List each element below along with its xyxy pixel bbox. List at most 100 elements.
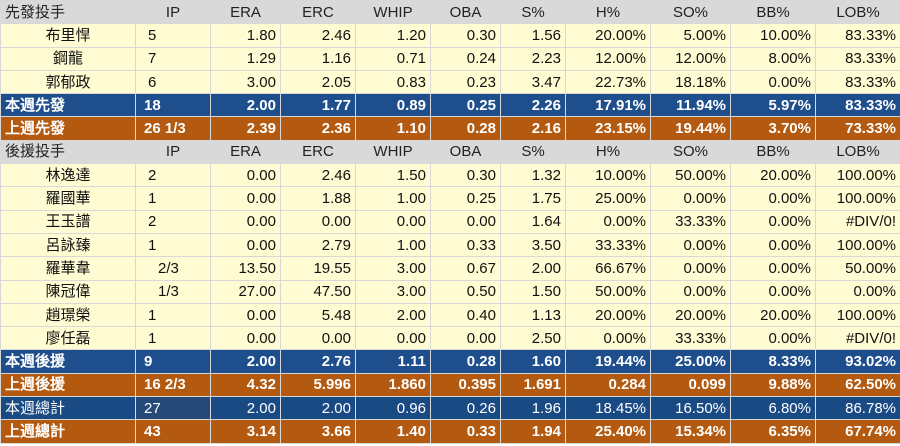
stat-h-pct: 10.00% [565, 163, 651, 188]
summary-row-last-week-starters: 上週先發 26 1/3 2.39 2.36 1.10 0.28 2.16 23.15% 19.4… [0, 116, 900, 141]
stat-s-pct: 2.00 [500, 256, 566, 281]
stat-ip: 5 [135, 23, 211, 48]
stat-era: 0.00 [210, 209, 281, 234]
summary-row-this-week-relievers: 本週後援 9 2.00 2.76 1.11 0.28 1.60 19.44% 25.00% 8.3… [0, 349, 900, 374]
stat-whip: 1.10 [355, 116, 431, 141]
column-header-lob-pct: LOB% [815, 139, 900, 165]
stat-so-pct: 0.00% [650, 256, 731, 281]
stat-lob-pct: 0.00% [815, 279, 900, 304]
pitcher-name: 趙璟榮 [0, 302, 136, 328]
stat-era: 3.14 [210, 419, 281, 444]
stat-erc: 2.46 [280, 163, 356, 188]
column-header-ip: IP [135, 0, 211, 25]
stat-lob-pct: 86.78% [815, 396, 900, 421]
stat-oba: 0.395 [430, 372, 501, 398]
stat-bb-pct: 0.00% [730, 326, 816, 351]
stat-s-pct: 1.60 [500, 349, 566, 374]
column-header-s-pct: S% [500, 139, 566, 165]
pitcher-name: 上週總計 [0, 419, 136, 444]
stat-h-pct: 12.00% [565, 46, 651, 71]
stat-oba: 0.00 [430, 209, 501, 234]
stat-h-pct: 0.00% [565, 209, 651, 234]
section-header-label: 先發投手 [0, 0, 136, 25]
stat-erc: 5.996 [280, 372, 356, 398]
table-header-row: 先發投手 IP ERA ERC WHIP OBA S% H% SO% BB% LOB% [0, 0, 900, 25]
table-row: 趙璟榮 1 0.00 5.48 2.00 0.40 1.13 20.00% 20.00% 20.0… [0, 302, 900, 328]
stat-erc: 2.46 [280, 23, 356, 48]
stat-h-pct: 19.44% [565, 349, 651, 374]
stat-h-pct: 0.00% [565, 326, 651, 351]
stat-lob-pct: 100.00% [815, 163, 900, 188]
stat-whip: 0.96 [355, 396, 431, 421]
table-row: 陳冠偉 1/3 27.00 47.50 3.00 0.50 1.50 50.00% 0.00% 0… [0, 279, 900, 304]
stat-bb-pct: 0.00% [730, 256, 816, 281]
stat-era: 4.32 [210, 372, 281, 398]
stat-s-pct: 1.691 [500, 372, 566, 398]
stat-ip: 2 [135, 209, 211, 234]
stat-lob-pct: 50.00% [815, 256, 900, 281]
table-row: 林逸達 2 0.00 2.46 1.50 0.30 1.32 10.00% 50.00% 20.0… [0, 163, 900, 188]
stat-era: 2.39 [210, 116, 281, 141]
stat-erc: 1.16 [280, 46, 356, 71]
stat-bb-pct: 10.00% [730, 23, 816, 48]
stat-h-pct: 33.33% [565, 232, 651, 258]
stat-oba: 0.24 [430, 46, 501, 71]
stat-era: 0.00 [210, 186, 281, 211]
stat-ip: 9 [135, 349, 211, 374]
stat-lob-pct: 67.74% [815, 419, 900, 444]
stat-oba: 0.50 [430, 279, 501, 304]
stat-so-pct: 33.33% [650, 209, 731, 234]
stat-h-pct: 25.40% [565, 419, 651, 444]
stat-era: 2.00 [210, 93, 281, 118]
stat-erc: 2.79 [280, 232, 356, 258]
stat-ip: 27 [135, 396, 211, 421]
table-row: 廖任磊 1 0.00 0.00 0.00 0.00 2.50 0.00% 33.33% 0.00%… [0, 326, 900, 351]
summary-row-this-week-starters: 本週先發 18 2.00 1.77 0.89 0.25 2.26 17.91% 11.94% 5.… [0, 93, 900, 118]
table-row: 王玉譜 2 0.00 0.00 0.00 0.00 1.64 0.00% 33.33% 0.00%… [0, 209, 900, 234]
stat-h-pct: 18.45% [565, 396, 651, 421]
stat-ip: 1 [135, 186, 211, 211]
table-row: 布里悍 5 1.80 2.46 1.20 0.30 1.56 20.00% 5.00% 10.00… [0, 23, 900, 48]
column-header-oba: OBA [430, 0, 501, 25]
pitcher-name: 王玉譜 [0, 209, 136, 234]
stat-era: 0.00 [210, 302, 281, 328]
stat-so-pct: 0.00% [650, 232, 731, 258]
stat-era: 0.00 [210, 326, 281, 351]
stat-oba: 0.30 [430, 163, 501, 188]
stat-era: 0.00 [210, 232, 281, 258]
stat-so-pct: 50.00% [650, 163, 731, 188]
column-header-oba: OBA [430, 139, 501, 165]
stat-s-pct: 2.23 [500, 46, 566, 71]
stat-whip: 2.00 [355, 302, 431, 328]
stat-bb-pct: 0.00% [730, 279, 816, 304]
stat-ip: 1 [135, 302, 211, 328]
column-header-ip: IP [135, 139, 211, 165]
stat-s-pct: 1.13 [500, 302, 566, 328]
stat-erc: 2.36 [280, 116, 356, 141]
column-header-era: ERA [210, 139, 281, 165]
pitcher-name: 羅國華 [0, 186, 136, 211]
stat-ip: 43 [135, 419, 211, 444]
stat-bb-pct: 9.88% [730, 372, 816, 398]
summary-row-last-week-total: 上週總計 43 3.14 3.66 1.40 0.33 1.94 25.40% 15.34% 6.… [0, 419, 900, 444]
pitcher-name: 羅華韋 [0, 256, 136, 281]
stat-erc: 0.00 [280, 326, 356, 351]
table-row: 羅華韋 2/3 13.50 19.55 3.00 0.67 2.00 66.67% 0.00% 0… [0, 256, 900, 281]
stat-h-pct: 66.67% [565, 256, 651, 281]
stat-h-pct: 25.00% [565, 186, 651, 211]
stat-oba: 0.26 [430, 396, 501, 421]
stat-s-pct: 2.50 [500, 326, 566, 351]
column-header-era: ERA [210, 0, 281, 25]
stat-era: 13.50 [210, 256, 281, 281]
pitcher-name: 本週總計 [0, 396, 136, 421]
pitcher-name: 廖任磊 [0, 326, 136, 351]
stat-whip: 1.860 [355, 372, 431, 398]
stat-bb-pct: 0.00% [730, 232, 816, 258]
stat-whip: 0.89 [355, 93, 431, 118]
column-header-erc: ERC [280, 0, 356, 25]
stat-h-pct: 23.15% [565, 116, 651, 141]
stat-bb-pct: 5.97% [730, 93, 816, 118]
stat-s-pct: 1.32 [500, 163, 566, 188]
stat-oba: 0.33 [430, 419, 501, 444]
